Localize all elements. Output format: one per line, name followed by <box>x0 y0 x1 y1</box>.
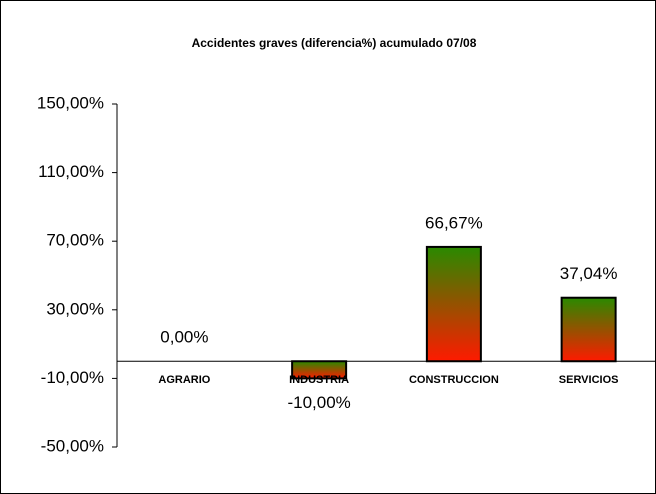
x-tick-label: SERVICIOS <box>559 374 619 386</box>
y-tick-label: 70,00% <box>46 231 104 250</box>
y-tick-label: 30,00% <box>46 299 104 318</box>
x-tick-label: INDUSTRIA <box>289 374 349 386</box>
y-tick-label: -50,00% <box>41 436 104 455</box>
value-label: 0,00% <box>160 328 208 347</box>
value-label: 37,04% <box>560 264 618 283</box>
x-tick-label: AGRARIO <box>158 374 210 386</box>
x-tick-label: CONSTRUCCION <box>409 374 499 386</box>
bar <box>425 245 482 363</box>
y-tick-label: 110,00% <box>38 162 104 181</box>
y-tick-label: -10,00% <box>41 368 104 387</box>
chart-title: Accidentes graves (diferencia%) acumulad… <box>192 36 477 50</box>
value-label: -10,00% <box>287 393 350 412</box>
value-label: 66,67% <box>425 213 483 232</box>
bar <box>560 296 617 363</box>
y-tick-label: 150,00% <box>37 93 104 112</box>
